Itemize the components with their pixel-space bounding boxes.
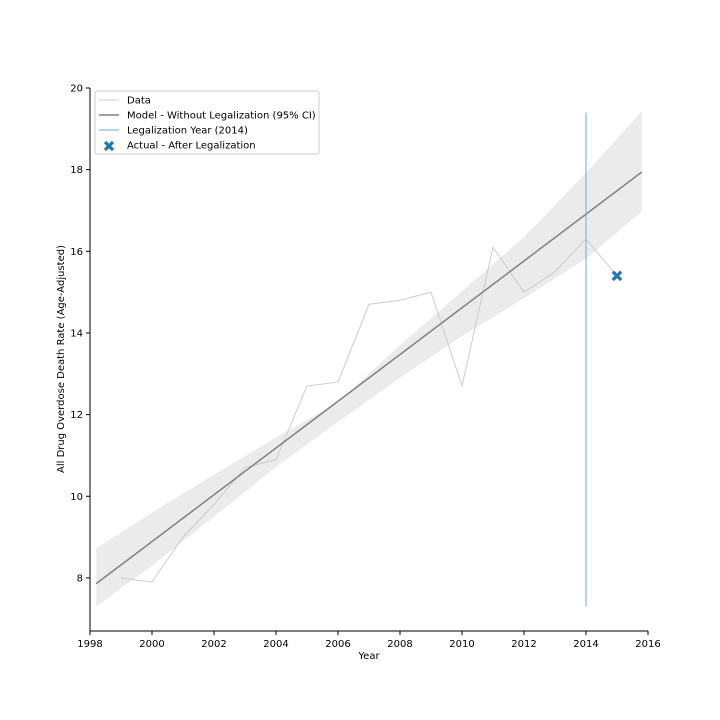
y-tick-label: 12 [70,410,83,421]
y-tick-label: 14 [70,328,83,339]
legend-item-data: Data [99,96,151,107]
legend-item-legalization-year: Legalization Year (2014) [99,126,248,137]
actual-point-marker [611,270,623,282]
legend-item-actual-label: Actual - After Legalization [127,141,256,152]
x-tick-label: 2008 [387,639,412,650]
model-trend-line [95,171,643,585]
legend: Data Model - Without Legalization (95% CI… [94,90,320,155]
x-axis-label: Year [357,651,380,662]
confidence-band [96,111,642,607]
x-tick-label: 2012 [511,639,536,650]
x-tick-label: 2010 [449,639,474,650]
actual-point-marker-stroke-b [611,270,623,282]
ticks-layer: 1998 2000 2002 2004 2006 2008 2010 2012 2014 2016… [70,84,660,651]
y-tick-label: 20 [70,84,83,95]
y-tick-label: 10 [70,492,83,503]
confidence-interval-layer [96,111,642,607]
legend-item-model-label: Model - Without Legalization (95% CI) [127,111,316,122]
legend-item-actual-swatch-stroke-b [103,140,115,152]
x-tick-label: 2000 [139,639,164,650]
x-tick-label: 1998 [77,639,102,650]
y-tick-label: 16 [70,247,83,258]
x-tick-label: 2004 [263,639,288,650]
legend-item-legalization-year-label: Legalization Year (2014) [127,126,248,137]
legend-item-actual: Actual - After Legalization [103,140,256,152]
legend-frame [94,90,320,155]
legend-item-actual-swatch [103,140,115,152]
x-tick-label: 2002 [201,639,226,650]
x-tick-label: 2006 [325,639,350,650]
legend-item-data-label: Data [127,96,151,107]
legend-item-model: Model - Without Legalization (95% CI) [99,111,316,122]
data-series-line [120,238,618,583]
series-lines-layer [95,112,643,607]
axes-layer [89,88,648,632]
y-tick-label: 18 [70,165,83,176]
y-tick-label: 8 [77,573,83,584]
y-axis-label: All Drug Overdose Death Rate (Age-Adjust… [56,245,67,473]
x-tick-label: 2016 [635,639,660,650]
x-tick-label: 2014 [573,639,598,650]
